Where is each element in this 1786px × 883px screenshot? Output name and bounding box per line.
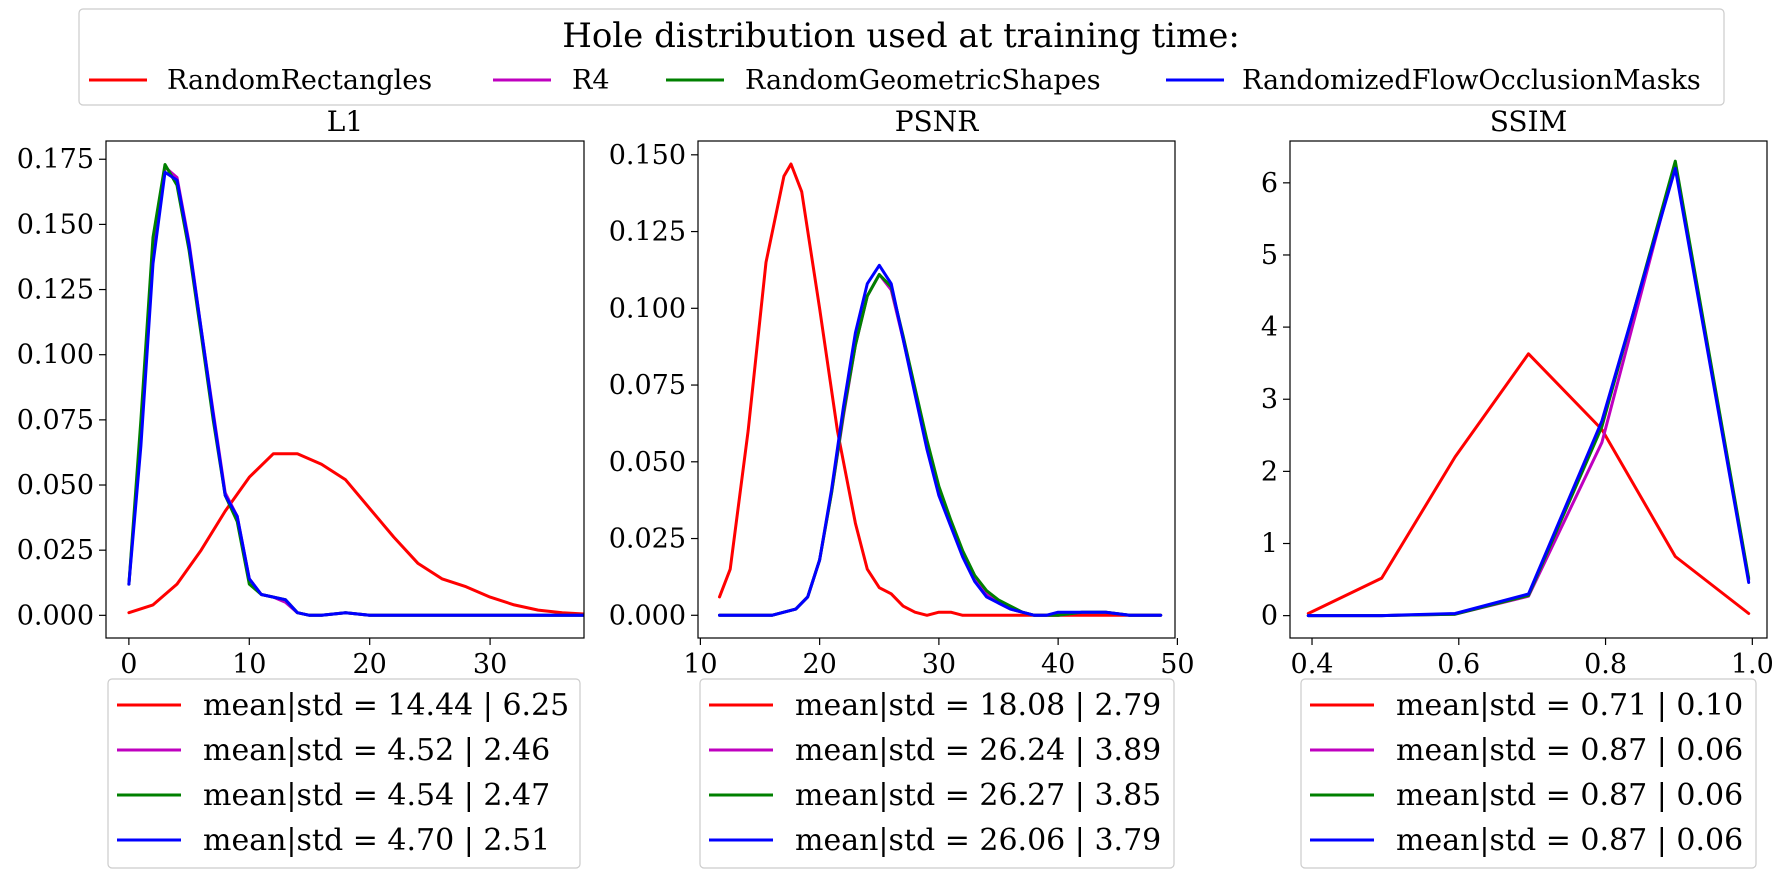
series-line-randomizedflowocclusionmasks [718,263,1163,617]
y-tick-label: 4 [1261,312,1278,343]
y-tick-label: 0 [1261,601,1278,632]
stats-legend: mean|std = 18.08 | 2.79 mean|std = 26.24 … [699,678,1175,869]
x-tick-label: 40 [1041,649,1075,680]
series-line-r4 [718,273,1163,617]
series-group [127,163,584,617]
legend-label-random-rectangles: RandomRectangles [167,65,432,96]
stats-legend-label: mean|std = 26.27 | 3.85 [795,778,1161,813]
x-tick-label: 20 [802,649,836,680]
stats-legend-label: mean|std = 0.87 | 0.06 [1396,823,1743,858]
x-tick-label: 20 [353,649,387,680]
stats-legend-label: mean|std = 4.52 | 2.46 [203,733,550,768]
axes-frame [697,140,1176,639]
x-tick-label: 1.0 [1731,649,1774,680]
series-line-randomgeometricshapes [127,163,584,617]
figure-legend: Hole distribution used at training time:… [78,8,1725,106]
stats-legend-label: mean|std = 14.44 | 6.25 [203,688,569,723]
series-line-randomgeometricshapes [718,273,1163,617]
subplots: L10 10 20 300.0000.0250.0500.0750.1000.1250… [17,105,1774,869]
x-tick-label: 10 [232,649,266,680]
y-tick-label: 5 [1261,240,1278,271]
series-line-randomrectangles [127,452,584,616]
x-tick-label: 50 [1160,649,1194,680]
y-tick-label: 0.075 [609,370,686,401]
legend-label-random-geometric-shapes: RandomGeometricShapes [745,65,1101,96]
x-tick-label: 0 [120,649,137,680]
x-tick-label: 30 [473,649,507,680]
subplot-ssim: SSIM 0.4 0.6 0.8 1.0 0 1 2 3 4 5 6 mean|std = 0.71 |… [1261,105,1774,869]
y-tick-label: 0.025 [17,535,94,566]
y-tick-label: 1 [1261,529,1278,560]
y-tick-label: 0.150 [609,140,686,171]
series-line-randomizedflowocclusionmasks [1306,166,1751,618]
stats-legend: mean|std = 14.44 | 6.25 mean|std = 4.52 |… [107,678,581,869]
stats-legend-label: mean|std = 0.71 | 0.10 [1396,688,1743,723]
y-tick-label: 6 [1261,168,1278,199]
y-tick-label: 0.050 [17,470,94,501]
subplot-l1: L1 0 10 20 30 0.000 0.025 0.050 0.075 0.100 0.125 0… [17,105,585,869]
x-tick-label: 0.8 [1584,649,1627,680]
stats-legend-frame [107,678,581,869]
y-tick-label: 0.000 [17,600,94,631]
figure-legend-title: Hole distribution used at training time: [562,16,1240,56]
y-tick-label: 0.075 [17,405,94,436]
series-group [718,162,1163,617]
y-tick-label: 0.000 [609,600,686,631]
series-line-r4 [127,165,584,617]
y-tick-label: 0.025 [609,524,686,555]
y-tick-label: 0.050 [609,447,686,478]
x-tick-label: 0.6 [1437,649,1480,680]
stats-legend-label: mean|std = 26.24 | 3.89 [795,733,1161,768]
subplot-title: PSNR [895,105,980,138]
x-tick-label: 10 [683,649,717,680]
y-tick-label: 0.150 [17,209,94,240]
y-tick-label: 0.100 [609,293,686,324]
y-tick-label: 3 [1261,384,1278,415]
figure-legend-frame [78,8,1725,106]
y-tick-label: 0.175 [17,144,94,175]
y-tick-label: 0.125 [17,275,94,306]
stats-legend-frame [699,678,1175,869]
stats-legend-label: mean|std = 4.70 | 2.51 [203,823,550,858]
stats-legend-label: mean|std = 26.06 | 3.79 [795,823,1161,858]
legend-label-randomized-flow-occlusion-masks: RandomizedFlowOcclusionMasks [1242,65,1701,96]
x-tick-label: 0.4 [1291,649,1334,680]
stats-legend-label: mean|std = 0.87 | 0.06 [1396,733,1743,768]
subplot-psnr: PSNR 10 20 30 40 50 0.000 0.025 0.050 0.075 0.100 0… [609,105,1195,869]
stats-legend-frame [1300,678,1757,869]
y-tick-label: 0.125 [609,217,686,248]
subplot-title: L1 [327,105,363,138]
series-line-r4 [1306,161,1751,618]
x-tick-label: 30 [922,649,956,680]
subplot-title: SSIM [1490,105,1568,138]
series-line-randomizedflowocclusionmasks [127,170,584,617]
axes-frame [1289,140,1768,639]
stats-legend-label: mean|std = 0.87 | 0.06 [1396,778,1743,813]
series-group [1306,159,1751,618]
stats-legend: mean|std = 0.71 | 0.10 mean|std = 0.87 | … [1300,678,1757,869]
series-line-randomrectangles [1306,352,1751,615]
y-tick-label: 2 [1261,456,1278,487]
series-line-randomgeometricshapes [1306,159,1751,618]
series-line-randomrectangles [718,162,1163,617]
stats-legend-label: mean|std = 18.08 | 2.79 [795,688,1161,723]
stats-legend-label: mean|std = 4.54 | 2.47 [203,778,550,813]
legend-label-r4: R4 [572,65,610,96]
y-tick-label: 0.100 [17,340,94,371]
axes-frame [105,140,585,639]
